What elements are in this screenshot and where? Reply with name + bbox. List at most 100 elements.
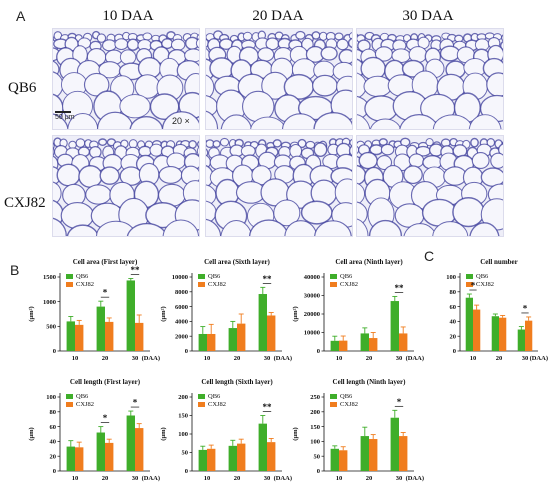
cell-outline [171, 39, 184, 50]
cell-outline [404, 166, 422, 183]
bar-cxj82-10 [75, 447, 83, 471]
legend-swatch-qb6 [66, 394, 73, 399]
cell-outline [103, 40, 116, 51]
cell-outline [220, 138, 228, 146]
bar-qb6-30 [518, 330, 525, 351]
x-tick-label: 10 [72, 355, 79, 362]
chart-svg: Cell length (Sixth layer)050100150200(μm… [158, 375, 294, 487]
significance-marker: * [523, 303, 528, 313]
x-tick-label: 20 [366, 355, 373, 362]
cell-outline [185, 49, 199, 62]
y-tick-label: 100 [46, 394, 56, 401]
x-tick-label: 30 [264, 355, 271, 362]
cell-outline [115, 39, 128, 50]
legend-swatch-qb6 [330, 394, 337, 399]
significance-marker: ** [263, 274, 273, 284]
y-tick-label: 60 [450, 304, 457, 311]
x-tick-label: 30 [264, 475, 271, 482]
row-label-cxj82: CXJ82 [4, 195, 46, 212]
micrograph-cxj82-20daa [205, 135, 353, 237]
x-tick-label: 10 [470, 355, 477, 362]
legend-label-cxj82: CXJ82 [340, 401, 358, 408]
y-tick-label: 100 [178, 431, 188, 438]
bar-cxj82-20 [105, 443, 113, 471]
legend-label-qb6: QB6 [208, 273, 221, 280]
cell-outline [339, 50, 352, 64]
y-axis-label: (μm²) [28, 306, 35, 321]
cell-outline [99, 139, 107, 145]
y-tick-label: 6000 [175, 304, 188, 311]
x-tick-label: 20 [366, 475, 373, 482]
bar-cxj82-30 [267, 442, 275, 471]
cell-outline [273, 140, 281, 147]
y-tick-label: 40 [50, 439, 57, 446]
x-axis-label: (DAA) [530, 355, 548, 362]
cell-outline [453, 198, 484, 227]
cell-outline [364, 76, 392, 96]
y-tick-label: 60 [50, 424, 57, 431]
micrograph-cxj82-10daa [52, 135, 200, 237]
legend-swatch-qb6 [330, 274, 337, 279]
y-tick-label: 20000 [304, 311, 320, 318]
panel-letter-a: A [16, 8, 25, 24]
y-tick-label: 0 [185, 348, 188, 355]
y-tick-label: 0 [53, 348, 56, 355]
chart-svg: Cell area (Sixth layer)02000400060008000… [158, 255, 294, 367]
x-tick-label: 20 [102, 355, 109, 362]
bar-cxj82-20 [237, 324, 245, 351]
x-tick-label: 30 [396, 475, 403, 482]
y-tick-label: 0 [53, 468, 56, 475]
cell-outline [302, 201, 332, 224]
y-tick-label: 8000 [175, 289, 188, 296]
cell-outline [86, 185, 111, 204]
cell-outline [76, 139, 85, 148]
legend-label-cxj82: CXJ82 [340, 281, 358, 288]
bar-cxj82-10 [339, 450, 347, 471]
cell-outline [61, 203, 93, 229]
cell-outline [306, 141, 315, 148]
scale-bar: 50 μm [55, 111, 75, 121]
y-tick-label: 50 [314, 453, 321, 460]
bar-cxj82-20 [105, 322, 113, 351]
bar-cxj82-20 [369, 439, 377, 471]
x-tick-label: 10 [72, 475, 79, 482]
bar-qb6-10 [67, 321, 75, 351]
bar-qb6-30 [127, 280, 135, 351]
legend-label-cxj82: CXJ82 [208, 281, 226, 288]
cell-outline [357, 183, 365, 205]
bar-qb6-10 [331, 449, 339, 471]
x-axis-label: (DAA) [406, 355, 424, 362]
bar-cxj82-30 [135, 323, 143, 351]
significance-marker: * [103, 413, 108, 423]
legend-label-qb6: QB6 [76, 273, 89, 280]
bar-cxj82-10 [339, 341, 347, 351]
cell-outline [502, 34, 503, 41]
significance-marker: ** [395, 283, 405, 293]
legend-swatch-cxj82 [66, 402, 73, 407]
x-tick-label: 30 [132, 475, 139, 482]
legend-label-cxj82: CXJ82 [76, 281, 94, 288]
chart-title: Cell area (Sixth layer) [204, 258, 270, 266]
bar-cxj82-30 [399, 436, 407, 471]
x-tick-label: 10 [204, 475, 211, 482]
y-tick-label: 10000 [304, 330, 320, 337]
bar-cxj82-30 [135, 428, 143, 471]
y-tick-label: 500 [46, 324, 56, 331]
y-tick-label: 100 [446, 274, 456, 281]
y-tick-label: 250 [310, 394, 320, 401]
scale-bar-label: 50 μm [55, 114, 75, 121]
bar-cxj82-10 [473, 310, 480, 351]
bar-qb6-30 [391, 301, 399, 351]
cell-outline [150, 144, 163, 156]
y-tick-label: 0 [453, 348, 456, 355]
y-tick-label: 0 [317, 348, 320, 355]
y-tick-label: 0 [185, 468, 188, 475]
bar-qb6-20 [492, 316, 499, 351]
legend-label-cxj82: CXJ82 [476, 281, 494, 288]
cell-outline [296, 32, 305, 40]
bar-qb6-20 [229, 446, 237, 471]
